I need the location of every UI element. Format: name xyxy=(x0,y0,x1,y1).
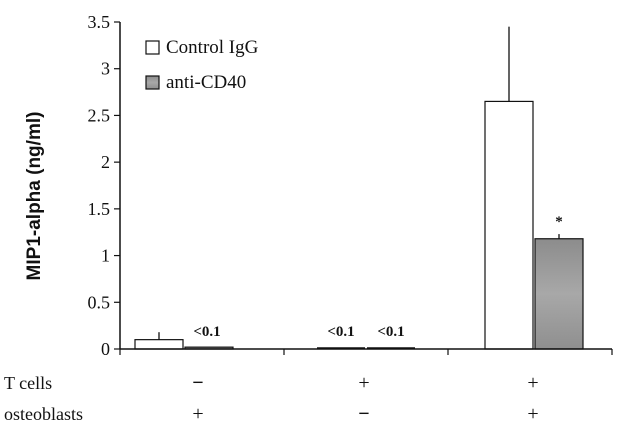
bar-control-igg xyxy=(484,100,534,350)
legend-swatch-control-igg xyxy=(145,40,160,55)
y-axis-label: MIP1-alpha (ng/ml) xyxy=(24,112,45,281)
y-tick-label: 1.5 xyxy=(88,199,111,219)
group-3-osteoblasts-sign: + xyxy=(527,403,538,425)
group-1-osteoblasts-sign: + xyxy=(192,403,203,425)
y-tick-label: 3.5 xyxy=(88,12,111,32)
legend-swatch-anti-cd40 xyxy=(145,75,160,90)
legend-item-anti-cd40: anti-CD40 xyxy=(145,72,246,93)
bar-anti-cd40 xyxy=(534,238,584,350)
y-tick-label: 0 xyxy=(101,339,110,359)
legend-label-anti-cd40: anti-CD40 xyxy=(166,72,246,93)
legend-item-control-igg: Control IgG xyxy=(145,37,259,58)
bar-value-label: <0.1 xyxy=(327,324,354,340)
condition-table: T cells osteoblasts − + + − + + xyxy=(4,372,539,425)
y-tick-label: 2 xyxy=(101,152,110,172)
bars xyxy=(134,26,584,350)
row-label-osteoblasts: osteoblasts xyxy=(4,404,83,424)
group-3-t-cells-sign: + xyxy=(527,372,538,394)
bar-control-igg xyxy=(134,339,184,350)
x-axis-ticks xyxy=(119,349,613,355)
y-tick-label: 2.5 xyxy=(88,105,111,125)
group-1-t-cells-sign: − xyxy=(192,372,203,394)
row-label-t-cells: T cells xyxy=(4,373,52,393)
y-tick-label: 1 xyxy=(101,246,110,266)
bar-value-label: <0.1 xyxy=(377,324,404,340)
legend: Control IgG anti-CD40 xyxy=(145,37,259,93)
group-2-t-cells-sign: + xyxy=(358,372,369,394)
bar-value-label: <0.1 xyxy=(193,324,220,340)
group-2-osteoblasts-sign: − xyxy=(358,403,369,425)
bar-value-label: * xyxy=(555,214,563,230)
bar-labels: <0.1 <0.1 <0.1 * xyxy=(193,214,562,340)
y-axis-ticks: 0 0.5 1 1.5 2 2.5 3 3.5 xyxy=(88,12,120,359)
y-tick-label: 0.5 xyxy=(88,292,111,312)
legend-label-control-igg: Control IgG xyxy=(166,37,259,58)
y-tick-label: 3 xyxy=(101,59,110,79)
